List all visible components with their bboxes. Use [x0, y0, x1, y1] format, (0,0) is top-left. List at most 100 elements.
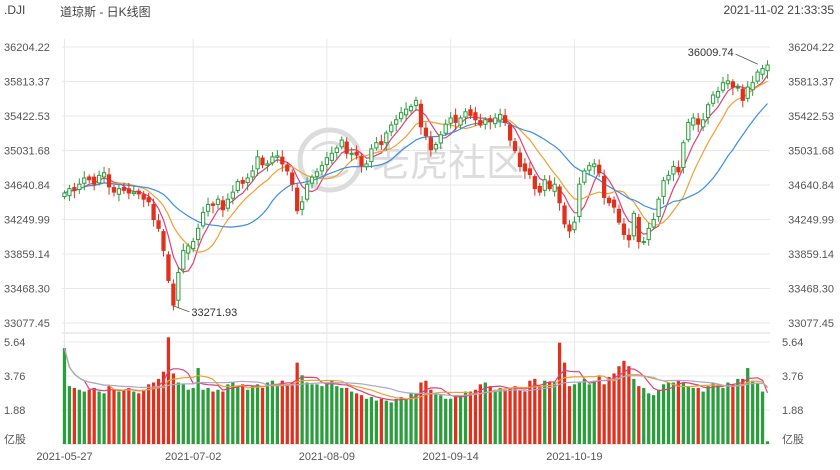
ma20-line	[64, 103, 768, 228]
volume-bar	[330, 380, 334, 444]
volume-bar	[607, 377, 611, 444]
candle-down	[606, 197, 612, 204]
volume-bar	[211, 391, 215, 444]
candle-down	[740, 88, 745, 101]
volume-bar	[587, 384, 591, 444]
axis-labels: 36204.22 36204.22 35813.37 35813.37 35422.53…	[4, 42, 834, 463]
volume-bar	[241, 384, 245, 444]
volume-bar	[325, 382, 329, 444]
x-tick-label: 2021-09-14	[423, 451, 479, 463]
candle-up	[463, 111, 468, 118]
price-tick-right: 33077.45	[788, 318, 834, 330]
volume-ma20-line	[63, 347, 768, 397]
candle-up	[542, 179, 547, 191]
volume-bar	[765, 441, 770, 444]
candle-up	[745, 86, 750, 99]
candle-up	[735, 86, 740, 89]
volume-bar	[444, 398, 448, 444]
candle-up	[691, 117, 696, 126]
volume-bar	[102, 393, 106, 444]
candle-up	[552, 183, 557, 192]
volume-ma5-line	[63, 347, 769, 401]
candle-up	[646, 227, 651, 241]
price-tick-left: 33859.14	[4, 249, 50, 261]
volume-bar	[612, 373, 616, 444]
volume-bar	[206, 387, 210, 444]
x-tick-label: 2021-08-09	[299, 451, 355, 463]
candle-up	[215, 198, 221, 205]
ma10-line	[64, 80, 768, 253]
candle-down	[636, 217, 641, 243]
volume-bar	[736, 378, 740, 444]
candle-up	[349, 152, 354, 155]
volume-bar	[746, 368, 750, 444]
price-tick-right: 34640.84	[788, 180, 834, 192]
candle-up	[245, 177, 250, 184]
low-annotation: 33271.93	[191, 307, 237, 319]
x-tick-label: 2021-07-02	[165, 451, 221, 463]
price-tick-right: 33468.30	[788, 283, 834, 295]
volume-bar	[137, 393, 141, 444]
candle-up	[270, 156, 275, 164]
volume-bar	[572, 384, 577, 444]
volume-tick-left: 3.76	[4, 371, 25, 383]
volume-bar	[374, 400, 379, 444]
volume-tick-left: 5.64	[4, 337, 25, 349]
candle-up	[577, 183, 582, 217]
candle-down	[210, 203, 216, 206]
candle-up	[116, 188, 122, 195]
volume-bar	[414, 393, 418, 444]
candle-down	[512, 141, 518, 152]
candle-up	[755, 71, 760, 82]
candle-down	[136, 190, 141, 195]
volume-bar	[72, 387, 77, 444]
volume-bar	[760, 391, 765, 444]
candle-up	[681, 142, 686, 168]
chart-header: .DJI 道琼斯 - 日K线图 2021-11-02 21:33:35	[0, 0, 840, 20]
candle-down	[527, 168, 533, 175]
candle-up	[329, 152, 334, 161]
volume-bar	[543, 380, 547, 444]
candle-up	[443, 123, 448, 134]
volume-bar	[122, 389, 126, 444]
candle-up	[671, 166, 676, 175]
candle-down	[537, 185, 542, 193]
volume-bar	[498, 387, 502, 444]
volume-bar	[478, 384, 482, 444]
volume-bar	[439, 395, 443, 444]
candle-up	[82, 177, 87, 184]
candle-up	[582, 170, 587, 183]
volume-bar	[181, 384, 185, 444]
candle-up	[334, 147, 339, 154]
candle-down	[507, 124, 513, 141]
volume-tick-right: 3.76	[782, 371, 803, 383]
volume-tick-right: 5.64	[782, 337, 803, 349]
volume-bar	[671, 382, 676, 444]
volume-bar	[250, 386, 255, 444]
candle-up	[498, 113, 503, 121]
candle-down	[72, 187, 77, 191]
volume-bar	[117, 391, 121, 444]
volume-bar	[97, 391, 101, 444]
candle-up	[666, 174, 671, 181]
candle-down	[359, 156, 364, 167]
candle-down	[621, 223, 627, 236]
volume-bar	[260, 387, 265, 444]
candle-down	[121, 187, 127, 191]
volume-bar	[394, 398, 398, 444]
volume-bar	[191, 387, 195, 444]
volume-bar	[379, 398, 383, 444]
candle-down	[453, 114, 458, 123]
volume-bar	[538, 386, 542, 444]
volume-bar	[652, 395, 656, 444]
candle-up	[235, 181, 240, 192]
candles	[62, 60, 770, 311]
price-tick-left: 35422.53	[4, 111, 50, 123]
candle-up	[408, 106, 414, 112]
candle-up	[651, 218, 656, 228]
volume-bar	[77, 389, 81, 444]
volume-bar	[364, 398, 369, 444]
volume-bar	[642, 387, 646, 444]
candle-up	[176, 271, 181, 301]
